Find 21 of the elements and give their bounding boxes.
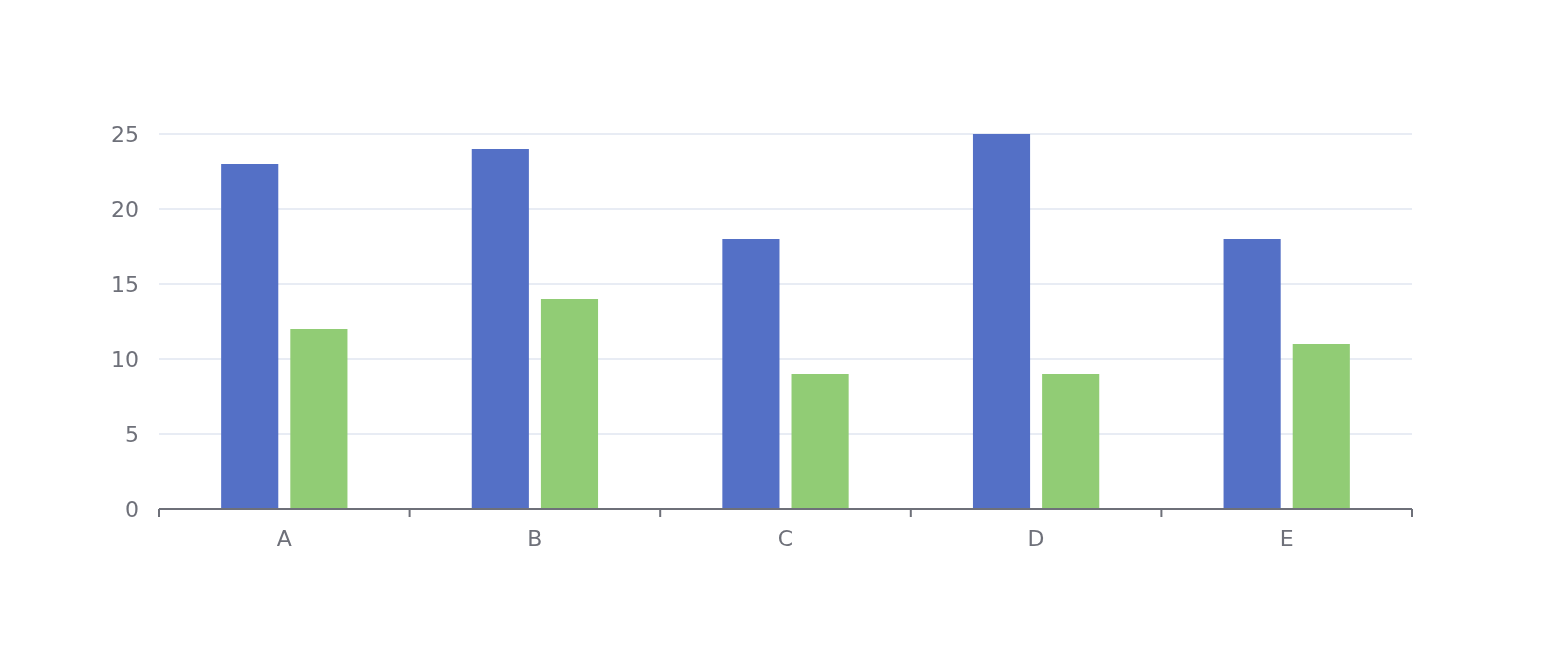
y-tick-label: 0 xyxy=(125,497,139,522)
bar xyxy=(1223,239,1281,509)
y-tick-label: 20 xyxy=(111,197,139,222)
y-tick-label: 15 xyxy=(111,272,139,297)
x-tick-label: B xyxy=(527,526,543,551)
bar xyxy=(221,164,279,509)
x-tick-label: A xyxy=(276,526,292,551)
y-tick-label: 5 xyxy=(125,422,139,447)
bar xyxy=(290,329,348,509)
bar xyxy=(972,134,1031,509)
y-tick-label: 25 xyxy=(111,122,139,147)
bar xyxy=(791,374,849,509)
bar xyxy=(471,149,529,509)
bar xyxy=(1042,374,1100,509)
x-tick-label: E xyxy=(1279,526,1294,551)
bar xyxy=(722,239,780,509)
y-tick-label: 10 xyxy=(111,347,139,372)
x-tick-label: D xyxy=(1027,526,1045,551)
x-tick-label: C xyxy=(777,526,794,551)
bar xyxy=(540,299,599,509)
bar xyxy=(1292,344,1350,509)
